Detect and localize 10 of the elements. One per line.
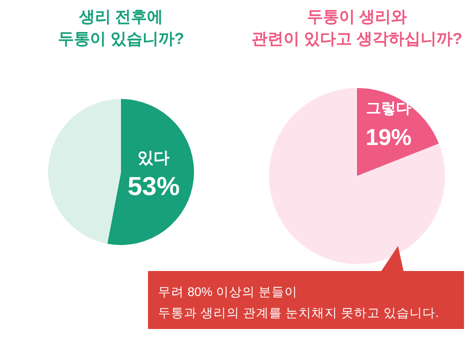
- text: 무려 80% 이상의 분들이 두통과 생리의 관계를 눈치채지 못하고 있습니다.: [158, 285, 439, 320]
- chart-title: 두통이 생리와 관련이 있다고 생각하십니까?: [252, 9, 462, 48]
- chart-title: 생리 전후에 두통이 있습니까?: [58, 9, 184, 48]
- data-label: 53%: [128, 171, 180, 202]
- pie-slice: [269, 88, 445, 264]
- slice-label: 그렇다: [366, 100, 412, 118]
- data-label: 19%: [366, 124, 412, 150]
- pie-slice: [107, 99, 194, 245]
- slice-label: 있다: [138, 150, 170, 168]
- pie-slice: [48, 99, 121, 244]
